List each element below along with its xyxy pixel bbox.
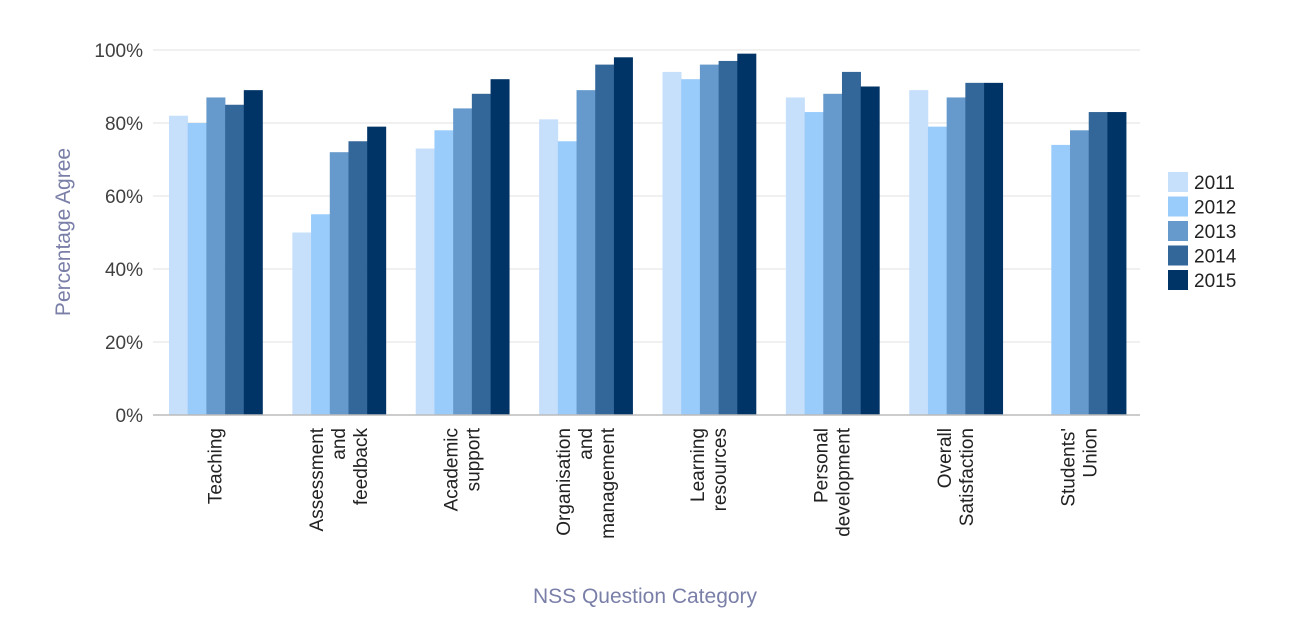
- category-label: Overall: [935, 428, 956, 488]
- bar-2015: [860, 86, 880, 415]
- bar-2014: [1088, 112, 1108, 416]
- category-label: development: [834, 427, 855, 537]
- category-label: support: [463, 427, 484, 491]
- bar-2013: [946, 97, 966, 415]
- bar-2012: [804, 112, 824, 416]
- legend-swatch-2011: [1168, 172, 1188, 192]
- bar-2015: [737, 53, 757, 416]
- bar-2012: [311, 214, 331, 415]
- category-label: and: [329, 428, 350, 460]
- x-axis-label: NSS Question Category: [533, 585, 758, 608]
- category-label: Organisation: [554, 428, 575, 536]
- bar-2015: [243, 90, 263, 416]
- legend-swatch-2015: [1168, 270, 1188, 290]
- category-label: Satisfaction: [957, 428, 978, 526]
- bar-2011: [785, 97, 805, 415]
- bar-2014: [718, 60, 738, 415]
- y-tick-label: 20%: [105, 333, 143, 354]
- category-label: Learning: [688, 428, 709, 502]
- y-tick-label: 60%: [105, 187, 143, 208]
- bar-2014: [471, 93, 491, 416]
- bar-2012: [434, 130, 454, 416]
- bar-2011: [415, 148, 435, 416]
- category-label: Union: [1080, 428, 1101, 478]
- category-label: Teaching: [206, 428, 227, 504]
- category-label: Personal: [812, 428, 833, 503]
- legend-swatch-2014: [1168, 245, 1188, 266]
- bar-2013: [329, 152, 349, 415]
- bar-2014: [348, 141, 368, 415]
- y-tick-label: 0%: [116, 406, 144, 427]
- bar-2013: [576, 90, 596, 416]
- bar-2015: [490, 79, 510, 415]
- bar-2015: [984, 82, 1004, 415]
- y-tick-label: 80%: [105, 114, 143, 135]
- category-label: feedback: [351, 428, 372, 506]
- legend-label: 2015: [1194, 271, 1236, 292]
- y-axis-label: Percentage Agree: [52, 148, 75, 316]
- legend: 2011 2012 2013 2014 2015: [1168, 172, 1237, 292]
- legend-label: 2012: [1194, 198, 1236, 219]
- bar-2011: [539, 119, 559, 415]
- legend-label: 2014: [1194, 247, 1237, 268]
- bar-2011: [169, 115, 188, 415]
- y-tick-label: 40%: [105, 260, 143, 281]
- bar-2011: [292, 232, 312, 415]
- bar-2013: [823, 93, 843, 416]
- category-label: Academic: [441, 428, 462, 511]
- bar-2011: [662, 71, 682, 416]
- bar-2015: [367, 126, 387, 416]
- bar-2014: [595, 64, 615, 415]
- bar-2013: [1070, 130, 1090, 416]
- bar-2014: [965, 82, 985, 415]
- bar-2013: [453, 108, 473, 416]
- bar-2014: [225, 104, 245, 415]
- bar-2013: [699, 64, 719, 415]
- bar-2013: [206, 97, 226, 415]
- y-tick-label: 100%: [94, 41, 143, 62]
- bar-2011: [909, 90, 929, 416]
- bar-2012: [1051, 144, 1071, 415]
- bar-2012: [927, 126, 947, 416]
- bar-2015: [613, 57, 633, 416]
- category-label: and: [576, 428, 597, 460]
- bar-2012: [681, 79, 701, 415]
- legend-swatch-2013: [1168, 221, 1188, 241]
- bar-2014: [841, 71, 861, 416]
- category-label: Students': [1058, 428, 1079, 507]
- category-label: management: [598, 427, 619, 539]
- category-label: resources: [710, 428, 731, 511]
- legend-label: 2013: [1194, 222, 1236, 243]
- bar-2012: [187, 123, 207, 415]
- category-label: Assessment: [307, 427, 328, 531]
- legend-swatch-2012: [1168, 196, 1188, 217]
- bar-2015: [1107, 112, 1127, 416]
- legend-label: 2011: [1194, 173, 1235, 194]
- bar-2012: [557, 141, 577, 415]
